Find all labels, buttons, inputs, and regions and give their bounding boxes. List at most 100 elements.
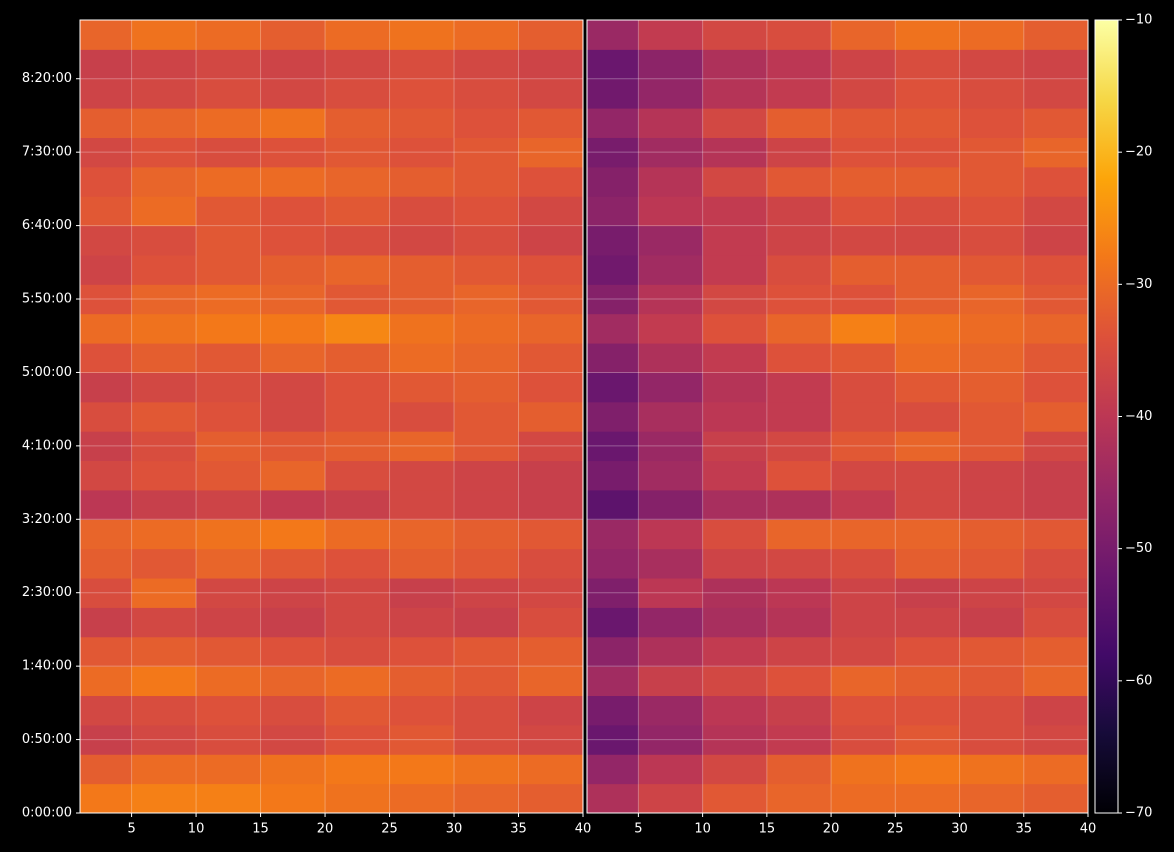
- heat-cell: [518, 519, 583, 550]
- heat-cell: [131, 196, 197, 227]
- heat-cell: [454, 108, 520, 138]
- heat-cell: [454, 666, 520, 697]
- heat-cell: [131, 724, 197, 755]
- heat-cell: [518, 548, 583, 579]
- heat-cell: [260, 372, 326, 403]
- y-tick-label: 5:00:00: [22, 365, 72, 380]
- heat-cell: [766, 20, 832, 50]
- heat-cell: [196, 401, 262, 432]
- heat-cell: [638, 372, 704, 403]
- heat-cell: [389, 313, 455, 344]
- heat-cell: [702, 548, 768, 579]
- heat-cell: [959, 460, 1025, 491]
- heat-cell: [325, 489, 391, 520]
- heat-cell: [895, 254, 961, 285]
- heat-cell: [518, 783, 583, 813]
- heat-cell: [325, 724, 391, 755]
- heat-cell: [260, 578, 326, 608]
- heat-cell: [1023, 607, 1088, 638]
- heat-cell: [895, 548, 961, 579]
- heat-cell: [895, 578, 961, 608]
- heat-cell: [638, 431, 704, 462]
- heat-cell: [518, 108, 583, 138]
- heat-cell: [895, 724, 961, 755]
- heat-cell: [895, 49, 961, 80]
- heat-cell: [702, 489, 768, 520]
- heat-cell: [196, 695, 262, 726]
- heat-cell: [587, 489, 639, 520]
- heat-cell: [260, 108, 326, 138]
- heat-cell: [959, 225, 1025, 256]
- heat-cell: [260, 78, 326, 109]
- heat-cell: [1023, 783, 1088, 813]
- heat-cell: [766, 489, 832, 520]
- heat-cell: [702, 313, 768, 344]
- heat-cell: [587, 108, 639, 138]
- heat-cell: [766, 636, 832, 667]
- heat-cell: [325, 754, 391, 785]
- heat-cell: [831, 783, 896, 813]
- heat-cell: [702, 519, 768, 550]
- heat-cell: [518, 20, 583, 50]
- x-tick-label: 10: [694, 822, 711, 837]
- heat-cell: [831, 724, 896, 755]
- heat-cell: [196, 343, 262, 373]
- heat-cell: [80, 724, 133, 755]
- heat-cell: [702, 78, 768, 109]
- heat-cell: [831, 49, 896, 80]
- heat-cell: [831, 636, 896, 667]
- heat-cell: [959, 431, 1025, 462]
- heat-cell: [80, 20, 133, 50]
- heat-cell: [587, 519, 639, 550]
- heat-cell: [1023, 724, 1088, 755]
- heat-cell: [518, 284, 583, 315]
- heat-cell: [80, 372, 133, 403]
- heat-cell: [831, 343, 896, 373]
- heat-cell: [959, 313, 1025, 344]
- heat-cell: [831, 401, 896, 432]
- heat-cell: [1023, 20, 1088, 50]
- heat-cell: [325, 343, 391, 373]
- heat-cell: [196, 578, 262, 608]
- heat-cell: [638, 724, 704, 755]
- heat-cell: [389, 137, 455, 168]
- heat-cell: [959, 196, 1025, 227]
- heat-cell: [325, 254, 391, 285]
- heat-cell: [80, 783, 133, 813]
- heat-cell: [638, 548, 704, 579]
- heat-cell: [702, 372, 768, 403]
- heat-cell: [131, 49, 197, 80]
- heat-cell: [638, 196, 704, 227]
- x-tick-label: 40: [575, 822, 592, 837]
- heat-cell: [766, 578, 832, 608]
- heat-cell: [260, 49, 326, 80]
- heat-cell: [702, 401, 768, 432]
- heat-cell: [325, 783, 391, 813]
- heat-cell: [895, 431, 961, 462]
- x-tick-label: 15: [252, 822, 269, 837]
- heat-cell: [1023, 343, 1088, 373]
- heat-cell: [1023, 284, 1088, 315]
- heat-cell: [131, 343, 197, 373]
- y-tick-label: 7:30:00: [22, 145, 72, 160]
- heat-cell: [131, 137, 197, 168]
- heat-cell: [959, 724, 1025, 755]
- heat-cell: [766, 284, 832, 315]
- heat-cell: [959, 78, 1025, 109]
- heat-cell: [454, 225, 520, 256]
- heat-cell: [196, 137, 262, 168]
- heat-cell: [260, 460, 326, 491]
- heat-cell: [895, 519, 961, 550]
- heat-cell: [260, 225, 326, 256]
- heat-cell: [1023, 695, 1088, 726]
- heat-cell: [260, 607, 326, 638]
- x-tick-label: 40: [1080, 822, 1097, 837]
- heat-cell: [1023, 401, 1088, 432]
- colorbar-tick-label: −30: [1125, 277, 1152, 292]
- heat-cell: [1023, 225, 1088, 256]
- heat-cell: [959, 20, 1025, 50]
- heat-cell: [325, 695, 391, 726]
- heat-cell: [325, 196, 391, 227]
- heat-cell: [389, 225, 455, 256]
- heat-cell: [260, 724, 326, 755]
